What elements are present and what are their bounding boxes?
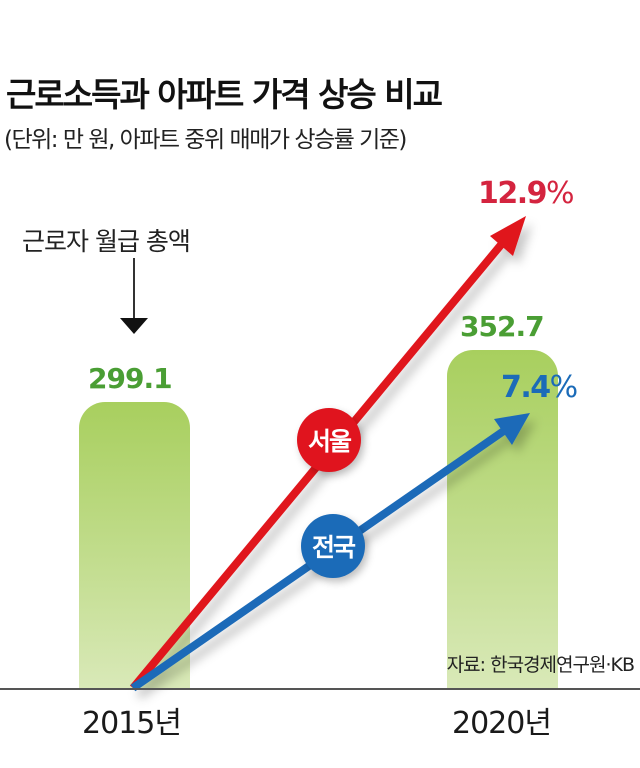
seoul-pct-label: 12.9%: [478, 176, 575, 211]
chart-title: 근로소득과 아파트 가격 상승 비교: [6, 75, 443, 114]
percent-sign: %: [549, 370, 579, 405]
source-note: 자료: 한국경제연구원·KB: [446, 654, 635, 676]
x-label-2020: 2020년: [452, 706, 552, 741]
national-pct-label: 7.4%: [501, 370, 579, 405]
national-arrowhead-icon: [494, 413, 530, 445]
down-arrow-icon: [120, 318, 148, 334]
seoul-pct-value: 12.9: [478, 176, 548, 211]
x-axis-baseline: [0, 688, 640, 690]
percent-sign: %: [546, 176, 575, 211]
bar-2020: [447, 350, 558, 688]
x-label-2015: 2015년: [82, 706, 182, 741]
annotation-label: 근로자 월급 총액: [22, 227, 191, 256]
bar-value-2015: 299.1: [88, 362, 173, 395]
seoul-arrowhead-icon: [490, 216, 526, 256]
annotation-arrow-line: [133, 258, 135, 320]
national-pct-value: 7.4: [501, 370, 551, 405]
seoul-badge: 서울: [297, 408, 361, 472]
national-badge: 전국: [301, 514, 365, 578]
chart-subtitle: (단위: 만 원, 아파트 중위 매매가 상승률 기준): [4, 127, 407, 153]
bar-value-2020: 352.7: [460, 310, 545, 343]
